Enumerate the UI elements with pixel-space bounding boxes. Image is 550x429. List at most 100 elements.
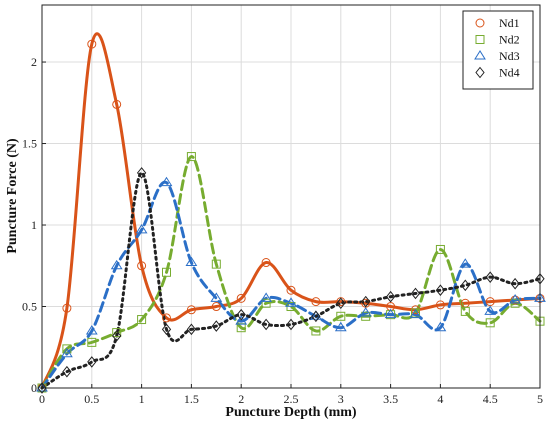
legend-label-nd2: Nd2 [499, 33, 520, 47]
y-tick-label: 0.5 [22, 300, 37, 314]
legend-marker-nd3 [474, 50, 486, 60]
data-point-nd3 [484, 305, 497, 315]
data-point-nd3 [36, 382, 48, 392]
data-point-nd2 [162, 267, 171, 277]
data-point-nd4 [261, 318, 271, 331]
x-tick-label: 2 [238, 392, 244, 406]
data-point-nd2 [386, 310, 396, 320]
data-point-nd4 [336, 297, 346, 310]
data-point-nd4 [136, 167, 147, 179]
data-point-nd2 [137, 315, 147, 325]
data-point-nd4 [460, 279, 470, 292]
data-point-nd4 [410, 287, 421, 300]
data-point-nd4 [286, 318, 296, 331]
data-point-nd3 [384, 308, 397, 319]
data-point-nd4 [311, 310, 321, 323]
data-point-nd3 [359, 307, 372, 317]
data-point-nd3 [434, 321, 447, 332]
data-point-nd4 [37, 382, 47, 394]
data-point-nd1 [137, 261, 147, 271]
data-point-nd3 [210, 292, 223, 302]
data-point-nd4 [385, 290, 396, 303]
data-point-nd1 [236, 293, 246, 303]
data-point-nd2 [311, 326, 321, 336]
y-tick-label: 2 [31, 55, 37, 69]
legend-marker-nd2 [475, 35, 485, 44]
data-point-nd3 [334, 321, 347, 332]
data-point-nd3 [60, 347, 73, 358]
data-point-nd1 [186, 305, 196, 315]
data-point-nd4 [361, 295, 371, 308]
data-point-nd4 [161, 323, 172, 336]
x-tick-label: 0 [39, 392, 45, 406]
legend-marker-nd4 [475, 66, 485, 79]
y-tick-label: 0 [31, 381, 37, 395]
y-axis-ticks: 0 0.5 1 1.5 2 [22, 55, 46, 395]
data-point-nd1 [162, 313, 171, 323]
data-point-nd3 [260, 292, 273, 302]
data-point-nd2 [186, 152, 196, 162]
data-point-nd1 [286, 285, 296, 295]
legend-label-nd4: Nd4 [499, 66, 520, 80]
data-point-nd1 [87, 39, 97, 49]
x-axis-ticks: 0 0.5 1 1.5 2 2.5 3 3.5 4 4.5 5 [39, 384, 543, 406]
data-point-nd4 [62, 365, 72, 378]
legend-label-nd3: Nd3 [499, 49, 520, 63]
x-tick-label: 3.5 [383, 392, 398, 406]
data-point-nd4 [186, 323, 197, 336]
x-tick-label: 0.5 [84, 392, 99, 406]
data-point-nd2 [62, 344, 72, 354]
x-tick-label: 1 [139, 392, 145, 406]
data-point-nd3 [160, 176, 173, 187]
data-point-nd4 [112, 330, 122, 342]
x-axis-label: Puncture Depth (mm) [225, 405, 357, 420]
data-point-nd4 [510, 277, 520, 290]
data-point-nd1 [62, 303, 72, 313]
data-point-nd3 [459, 258, 472, 268]
data-point-nd4 [211, 320, 221, 332]
y-tick-label: 1.5 [22, 137, 37, 151]
legend-marker-nd1 [475, 18, 485, 28]
legend: Nd1 Nd2 Nd3 Nd4 [462, 10, 534, 90]
data-point-nd2 [485, 318, 495, 328]
data-point-nd3 [509, 294, 522, 304]
x-tick-label: 4.5 [483, 392, 498, 406]
data-point-nd1 [112, 99, 122, 109]
data-point-nd2 [87, 337, 97, 347]
data-point-nd3 [135, 223, 148, 234]
series-line-nd4 [40, 171, 542, 390]
x-tick-label: 1.5 [184, 392, 199, 406]
x-tick-label: 4 [437, 392, 443, 406]
data-point-nd4 [236, 308, 246, 321]
data-point-nd2 [211, 259, 221, 269]
data-point-nd4 [87, 356, 97, 368]
data-point-nd2 [112, 328, 122, 338]
series-markers [36, 39, 546, 394]
data-point-nd3 [235, 315, 248, 325]
x-tick-label: 3 [338, 392, 344, 406]
x-tick-label: 5 [537, 392, 543, 406]
data-point-nd3 [285, 297, 297, 307]
x-tick-label: 2.5 [284, 392, 299, 406]
data-point-nd1 [311, 297, 321, 307]
series-line-nd2 [40, 155, 542, 390]
data-point-nd3 [185, 256, 198, 267]
y-tick-label: 1 [31, 218, 37, 232]
data-point-nd3 [85, 325, 98, 335]
data-point-nd3 [110, 259, 123, 270]
data-point-nd4 [485, 271, 495, 283]
legend-label-nd1: Nd1 [499, 16, 520, 30]
y-axis-label: Puncture Force (N) [5, 138, 20, 254]
data-point-nd2 [336, 311, 346, 321]
data-point-nd2 [435, 244, 445, 254]
data-point-nd1 [261, 258, 271, 268]
data-point-nd2 [261, 298, 271, 308]
data-point-nd4 [435, 284, 446, 297]
data-point-nd2 [460, 306, 470, 316]
data-point-nd1 [435, 300, 445, 310]
series-line-nd1 [40, 32, 542, 390]
data-point-nd1 [211, 302, 221, 312]
data-point-nd3 [409, 308, 422, 319]
data-point-nd3 [309, 310, 322, 320]
